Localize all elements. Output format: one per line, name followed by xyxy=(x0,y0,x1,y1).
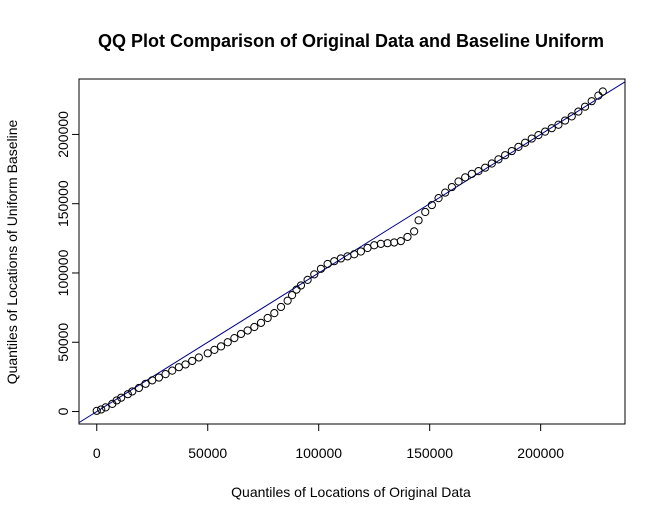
chart-title: QQ Plot Comparison of Original Data and … xyxy=(98,31,604,51)
data-point xyxy=(296,281,306,290)
data-point xyxy=(194,353,203,362)
x-tick-label: 150000 xyxy=(406,445,453,461)
data-point xyxy=(427,200,437,210)
data-point xyxy=(534,131,543,140)
data-point xyxy=(501,151,510,160)
data-point xyxy=(403,232,412,242)
data-point xyxy=(92,406,101,415)
data-point xyxy=(390,238,399,247)
data-point xyxy=(270,309,279,318)
x-axis: 0 50000 100000 150000 200000 xyxy=(93,423,564,461)
data-point xyxy=(287,291,297,300)
data-point xyxy=(547,124,556,133)
y-axis: 0 50000 100000 150000 200000 xyxy=(55,111,80,415)
data-point xyxy=(507,146,516,156)
data-point xyxy=(370,241,379,250)
data-point xyxy=(263,313,272,323)
data-point xyxy=(128,387,137,396)
data-point xyxy=(310,270,319,279)
data-point xyxy=(101,403,110,412)
reference-line xyxy=(78,81,626,424)
data-point xyxy=(97,405,106,414)
data-point xyxy=(303,275,312,285)
data-point xyxy=(514,142,523,151)
data-point xyxy=(336,254,346,263)
data-point xyxy=(292,285,301,294)
data-point xyxy=(598,87,607,96)
data-point xyxy=(161,370,170,379)
y-axis-label: Quantiles of Locations of Uniform Baseli… xyxy=(4,119,20,384)
data-point xyxy=(467,169,476,179)
data-point xyxy=(203,349,212,358)
data-point xyxy=(363,243,372,253)
data-point xyxy=(168,366,177,375)
data-point xyxy=(141,379,150,388)
data-point xyxy=(188,356,197,366)
reference-line-layer xyxy=(78,81,626,424)
data-point xyxy=(560,116,570,125)
data-point xyxy=(494,155,503,164)
data-point xyxy=(587,97,596,106)
data-point xyxy=(276,302,286,312)
y-tick-label: 50000 xyxy=(55,323,71,362)
data-point xyxy=(540,127,550,136)
data-point xyxy=(154,373,164,382)
data-point xyxy=(481,163,490,172)
data-point xyxy=(236,329,246,339)
data-point xyxy=(474,167,483,176)
x-tick-label: 200000 xyxy=(517,445,564,461)
data-point xyxy=(487,159,496,168)
data-point xyxy=(181,360,190,369)
data-point xyxy=(454,177,463,186)
data-point xyxy=(117,393,126,402)
data-point xyxy=(283,296,292,305)
data-point xyxy=(316,264,326,273)
data-point xyxy=(330,257,339,266)
data-point xyxy=(376,239,385,248)
data-point xyxy=(461,173,470,182)
data-point xyxy=(148,376,157,385)
data-point xyxy=(223,338,232,347)
data-point xyxy=(230,333,239,343)
x-tick-label: 100000 xyxy=(295,445,342,461)
data-point xyxy=(350,250,359,259)
data-point xyxy=(554,120,563,129)
data-point xyxy=(396,237,405,246)
data-point xyxy=(250,322,259,332)
y-tick-label: 200000 xyxy=(55,111,71,158)
x-tick-label: 50000 xyxy=(188,445,227,461)
data-point xyxy=(383,239,392,248)
data-point xyxy=(434,194,443,203)
data-point xyxy=(441,188,450,197)
data-point xyxy=(243,326,252,335)
y-tick-label: 150000 xyxy=(55,180,71,227)
data-point xyxy=(323,259,332,269)
data-point xyxy=(447,182,456,192)
y-tick-label: 100000 xyxy=(55,249,71,296)
data-point xyxy=(134,383,144,393)
points-layer xyxy=(92,87,607,415)
data-point xyxy=(580,102,590,111)
x-axis-label: Quantiles of Locations of Original Data xyxy=(231,484,471,500)
data-point xyxy=(521,138,530,147)
data-point xyxy=(123,390,132,399)
data-point xyxy=(216,342,226,351)
data-point xyxy=(414,216,423,225)
data-point xyxy=(421,207,430,217)
data-point xyxy=(567,112,576,121)
data-point xyxy=(574,107,583,116)
data-point xyxy=(256,318,266,327)
data-point xyxy=(210,345,219,354)
data-point xyxy=(410,227,419,236)
x-tick-label: 0 xyxy=(93,445,101,461)
y-tick-label: 0 xyxy=(55,407,71,415)
data-point xyxy=(527,134,536,143)
data-point xyxy=(594,91,603,100)
data-point xyxy=(356,247,365,256)
data-point xyxy=(112,396,121,405)
data-point xyxy=(174,363,183,372)
